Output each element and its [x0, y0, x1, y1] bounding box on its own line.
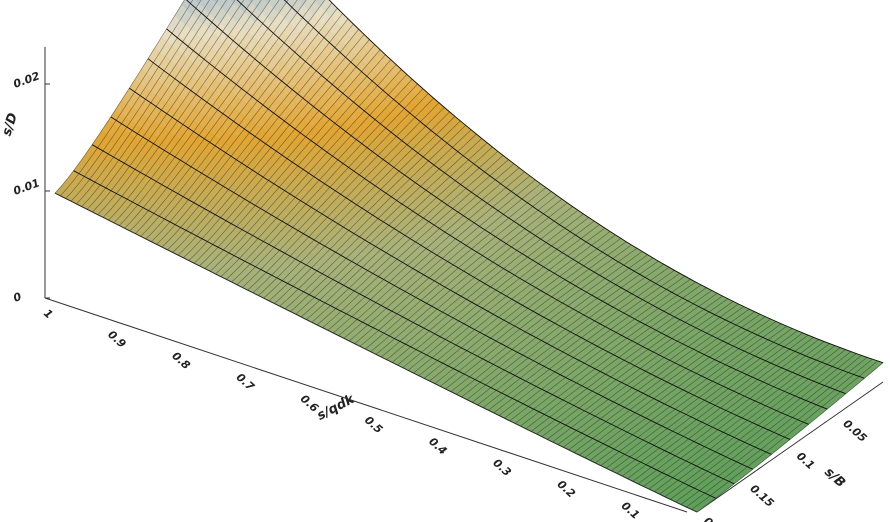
z-axis-label: s/D: [0, 111, 21, 138]
surface-patch: [247, 0, 253, 4]
x-tick-label: 0.8: [169, 349, 192, 372]
y-axis-label: s/B: [821, 465, 848, 491]
x-tick-label: 0: [683, 521, 698, 522]
surface-grid-line: [147, 58, 791, 440]
z-tick-label: 0: [12, 290, 24, 305]
z-tick-label: 0.01: [12, 176, 42, 197]
x-tick-label: 0.1: [619, 499, 642, 522]
y-tick-label: 0.05: [840, 417, 869, 445]
x-tick-label: 0.5: [362, 414, 385, 437]
surface-layer: [54, 0, 884, 513]
x-tick-label: 1: [41, 307, 55, 322]
x-tick-label: 0.7: [234, 371, 257, 394]
axes-layer: [44, 46, 884, 513]
y-axis-line: [696, 381, 884, 513]
x-axis-line: [44, 297, 688, 513]
x-axis-label: s/qdk: [315, 391, 358, 424]
surface-grid-line: [328, 0, 884, 364]
surface-patch: [264, 0, 271, 4]
surface-front-edge: [54, 192, 698, 513]
x-tick-label: 0.4: [426, 435, 449, 458]
y-tick-label: 0.1: [794, 450, 817, 473]
surface-grid-line: [91, 144, 735, 485]
surface-grid-line: [185, 0, 828, 410]
x-tick-label: 0.3: [490, 456, 513, 479]
x-tick-label: 0.2: [555, 478, 578, 501]
surface-patch: [211, 0, 219, 4]
surface-grid-line: [110, 116, 753, 470]
surface-grid-line: [129, 87, 772, 455]
z-tick-label: 0.02: [12, 69, 42, 91]
surface-grid-line: [166, 28, 809, 425]
surface-patch: [229, 0, 236, 4]
surface-grid-line: [73, 170, 716, 499]
y-tick-label: 0.15: [747, 482, 776, 510]
y-tick-label: 0: [887, 385, 890, 400]
y-tick-label: 0.2: [701, 515, 724, 522]
surface-grid-line: [236, 0, 846, 395]
x-tick-label: 0.9: [105, 328, 128, 351]
surface-grid-line: [283, 0, 865, 379]
